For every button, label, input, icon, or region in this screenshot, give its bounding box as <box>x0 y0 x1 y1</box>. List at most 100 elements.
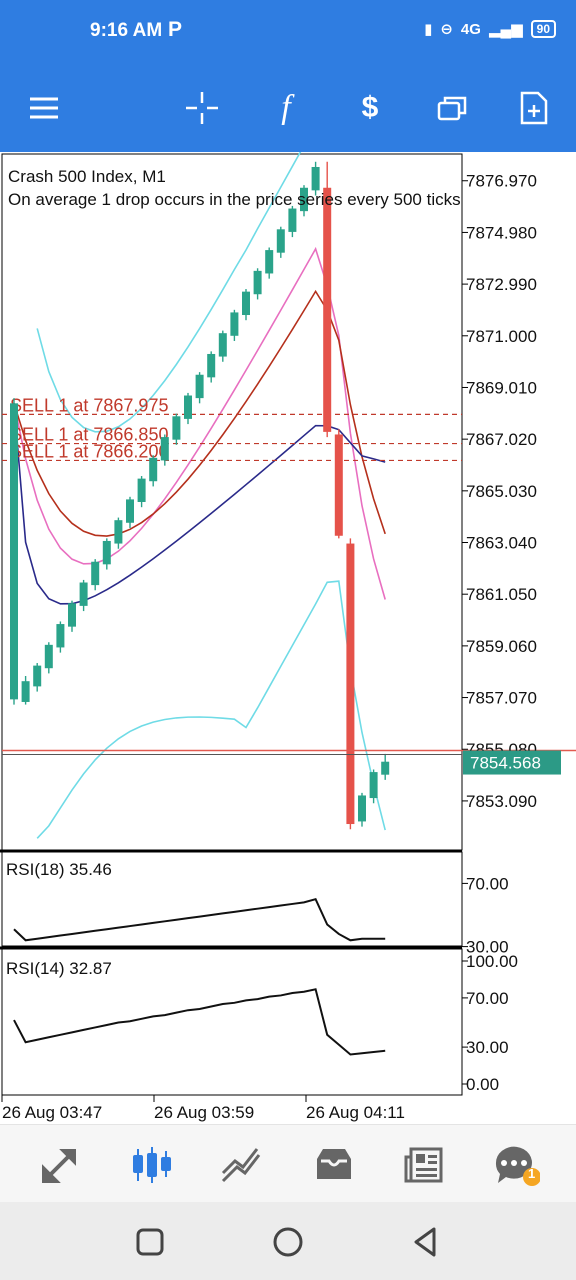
home-icon[interactable] <box>268 1222 308 1262</box>
price-axis: 7876.970 7874.980 7872.990 7871.000 7869.010… <box>462 172 537 811</box>
status-time: 9:16 AM <box>90 20 163 41</box>
candle-body <box>323 187 332 432</box>
chart-toolbar: f $ <box>0 64 576 152</box>
messages-badge: 1 <box>528 1166 536 1181</box>
candle-body <box>195 374 204 399</box>
rsi-tick-label: 30.00 <box>466 1038 509 1057</box>
price-tick-label: 7871.000 <box>466 327 537 346</box>
candle-body <box>126 499 134 523</box>
crosshair-icon[interactable] <box>178 84 226 132</box>
candle-body <box>172 416 181 440</box>
windows-icon[interactable] <box>428 84 476 132</box>
rsi14-label: RSI(14) 32.87 <box>6 959 112 978</box>
rsi18-pane-frame <box>1 851 463 947</box>
price-tick-label: 7853.090 <box>466 792 537 811</box>
rsi18-line <box>13 898 386 942</box>
candle-body <box>218 333 227 357</box>
current-price-box <box>463 750 561 775</box>
candle-body <box>56 624 65 648</box>
candle-body <box>33 665 42 687</box>
candle-body <box>79 582 88 606</box>
trade-icon[interactable] <box>218 1143 266 1187</box>
lower-band-line <box>36 580 386 839</box>
messages-icon[interactable]: 1 <box>492 1143 540 1187</box>
status-bar: 9:16 AM P ▮ ⊖ 4G ▂▄▆ 90 <box>0 0 576 64</box>
do-not-disturb-icon: ⊖ <box>440 21 453 38</box>
main-pane-frame <box>1 153 463 851</box>
rsi14-line <box>13 988 386 1056</box>
candle-body <box>300 187 308 212</box>
time-tick-label: 26 Aug 04:11 <box>306 1103 405 1122</box>
price-tick-label: 7859.060 <box>466 637 537 656</box>
rsi-tick-label: 100.00 <box>466 952 518 971</box>
bottom-nav: 1 <box>0 1124 576 1202</box>
candle-body <box>276 229 285 253</box>
indicator-icon[interactable]: f <box>281 89 291 126</box>
price-tick-label: 7865.030 <box>466 482 537 501</box>
notification-app-icon: P <box>168 18 183 41</box>
quotes-icon[interactable] <box>36 1143 84 1187</box>
candle-body <box>381 761 390 775</box>
candle-body <box>207 353 216 378</box>
price-tick-label: 7863.040 <box>466 534 537 553</box>
rsi14-axis: 100.00 70.00 30.00 0.00 <box>462 952 518 1094</box>
signal-icon: ▂▄▆ <box>488 21 523 38</box>
history-icon[interactable] <box>310 1143 358 1187</box>
candles <box>10 161 390 830</box>
chart-icon[interactable] <box>128 1143 176 1187</box>
system-nav-bar <box>0 1202 576 1280</box>
candle-body <box>68 603 76 627</box>
news-icon[interactable] <box>400 1143 448 1187</box>
chart-subtitle: On average 1 drop occurs in the price se… <box>8 190 461 209</box>
rsi14-pane-frame <box>1 948 463 1096</box>
candle-body <box>149 457 158 482</box>
time-tick-label: 26 Aug 03:59 <box>154 1103 254 1122</box>
price-chart[interactable]: SELL 1 at 7867.975 SELL 1 at 7866.850SELL… <box>0 4 576 1122</box>
order-label: SELL 1 at 7867.975 <box>10 395 168 415</box>
price-tick-label: 7872.990 <box>466 275 537 294</box>
dollar-icon[interactable]: $ <box>361 91 379 124</box>
rsi18-label: RSI(18) 35.46 <box>6 860 112 879</box>
price-tick-label: 7861.050 <box>466 585 537 604</box>
candle-body <box>184 395 192 419</box>
candle-body <box>160 437 169 461</box>
rsi-tick-label: 30.00 <box>466 938 509 957</box>
rsi18-axis: 70.00 30.00 <box>462 874 509 957</box>
candle-body <box>91 561 100 586</box>
back-icon[interactable] <box>406 1222 446 1262</box>
chart-title: Crash 500 Index, M1 <box>8 167 166 186</box>
battery-level: 90 <box>530 20 556 38</box>
vibrate-icon: ▮ <box>424 21 433 38</box>
add-document-icon[interactable] <box>510 84 558 132</box>
candle-body <box>253 270 262 295</box>
order-lines: SELL 1 at 7867.975 SELL 1 at 7866.850SELL… <box>2 395 462 461</box>
price-tick-label: 7876.970 <box>466 172 537 191</box>
price-tick-label: 7869.010 <box>466 378 537 397</box>
candle-body <box>137 478 146 502</box>
candle-body <box>114 520 123 544</box>
menu-icon[interactable] <box>20 84 68 132</box>
candle-body <box>346 543 355 825</box>
candle-body <box>358 795 366 822</box>
candle-body <box>230 312 239 336</box>
order-label: SELL 1 at 7866.200 <box>10 441 168 461</box>
candle-body <box>242 291 250 316</box>
price-tick-label: 7874.980 <box>466 223 537 242</box>
rsi-tick-label: 70.00 <box>466 989 509 1008</box>
candle-body <box>265 250 274 274</box>
candle-body <box>10 403 18 700</box>
candle-body <box>21 681 30 702</box>
network-type: 4G <box>460 20 481 38</box>
current-price-label: 7854.568 <box>470 754 541 773</box>
candle-body <box>311 166 320 191</box>
chart-area[interactable]: SELL 1 at 7867.975 SELL 1 at 7866.850 SELL… <box>0 4 576 1122</box>
candle-body <box>102 540 111 565</box>
price-tick-label: 7857.070 <box>466 689 537 708</box>
rsi-tick-label: 0.00 <box>466 1075 499 1094</box>
time-tick-label: 26 Aug 03:47 <box>2 1103 102 1122</box>
rsi-tick-label: 70.00 <box>466 874 509 893</box>
recents-icon[interactable] <box>130 1222 170 1262</box>
candle-body <box>44 644 53 669</box>
candle-body <box>369 772 378 799</box>
